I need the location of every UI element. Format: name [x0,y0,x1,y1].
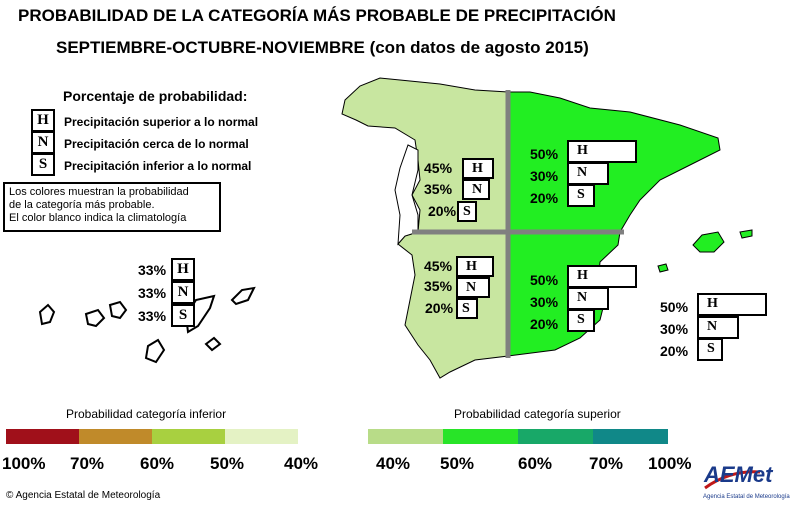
scale-lower-segment [79,429,152,444]
nw-h-pct: 45% [424,160,453,176]
copyright: © Agencia Estatal de Meteorología [6,490,161,501]
baleares-n-pct: 30% [660,321,689,337]
scale-upper-label: 100% [648,454,692,473]
ne-s-pct: 20% [530,190,559,206]
baleares-h-bar: H [697,293,767,316]
scale-upper-label: 50% [440,454,475,473]
baleares-n-bar: N [697,316,739,339]
nw-s-pct: 20% [428,203,457,219]
baleares-h-pct: 50% [660,299,689,315]
legend-note: Los colores muestran la probabilidad de … [3,182,221,232]
legend-note-line: Los colores muestran la probabilidad [9,186,189,198]
sw-s-pct: 20% [425,300,454,316]
aemet-logo-swoosh [704,470,761,490]
scale-lower-label: 50% [210,454,245,473]
scale-upper-label: 40% [376,454,411,473]
sw-h-pct: 45% [424,258,453,274]
baleares-s-pct: 20% [660,343,689,359]
canarias-s-pct: 33% [138,308,167,324]
island-mallorca [692,231,725,253]
canarias-h-box: H [171,258,195,281]
se-s-pct: 20% [530,316,559,332]
legend-h-box: H [31,109,55,132]
legend-h-label: Precipitación superior a lo normal [64,115,259,129]
se-n-pct: 30% [530,294,559,310]
nw-n-bar: N [462,179,490,200]
aemet-logo-sub: Agencia Estatal de Meteorología [703,494,790,500]
ne-n-bar: N [567,162,609,185]
scale-lower-label: 60% [140,454,175,473]
legend-n-box: N [31,131,55,154]
canarias-n-pct: 33% [138,285,167,301]
island-menorca [739,229,753,239]
sw-h-bar: H [456,256,494,277]
canarias-s-box: S [171,304,195,327]
legend-note-line: de la categoría más probable. [9,199,155,211]
scale-upper-segment [518,429,593,444]
se-h-pct: 50% [530,272,559,288]
map-subtitle: SEPTIEMBRE-OCTUBRE-NOVIEMBRE (con datos … [56,38,589,57]
canarias-h-pct: 33% [138,262,167,278]
ne-h-bar: H [567,140,637,163]
nw-s-bar: S [457,201,477,222]
island-ibiza [657,263,669,273]
scale-upper-label: 60% [518,454,553,473]
canarias-n-box: N [171,281,195,304]
ne-h-pct: 50% [530,146,559,162]
legend-note-line: El color blanco indica la climatología [9,212,187,224]
aemet-logo: AEMet [704,462,773,487]
ne-s-bar: S [567,184,595,207]
nw-h-bar: H [462,158,494,179]
sw-s-bar: S [456,298,478,319]
scale-lower-caption: Probabilidad categoría inferior [66,407,227,421]
scale-upper-label: 70% [589,454,624,473]
sw-n-pct: 35% [424,278,453,294]
scale-lower-label: 70% [70,454,105,473]
map-title: PROBABILIDAD DE LA CATEGORÍA MÁS PROBABL… [18,6,616,25]
scale-upper-segment [368,429,443,444]
scale-upper-segment [443,429,518,444]
legend-n-label: Precipitación cerca de lo normal [64,137,249,151]
legend-title: Porcentaje de probabilidad: [63,88,248,104]
scale-lower-label: 40% [284,454,319,473]
portugal [394,144,419,246]
scale-lower-label: 100% [2,454,46,473]
ne-n-pct: 30% [530,168,559,184]
scale-lower-segment [6,429,79,444]
scale-lower-segment [225,429,298,444]
scale-upper-segment [593,429,668,444]
baleares-s-bar: S [697,338,723,361]
nw-n-pct: 35% [424,181,453,197]
sw-n-bar: N [456,277,490,298]
legend-s-box: S [31,153,55,176]
se-n-bar: N [567,287,609,310]
se-h-bar: H [567,265,637,288]
scale-lower-segment [152,429,225,444]
legend-s-label: Precipitación inferior a lo normal [64,159,252,173]
se-s-bar: S [567,309,595,332]
region-northwest [341,77,509,233]
scale-upper-caption: Probabilidad categoría superior [454,407,621,421]
